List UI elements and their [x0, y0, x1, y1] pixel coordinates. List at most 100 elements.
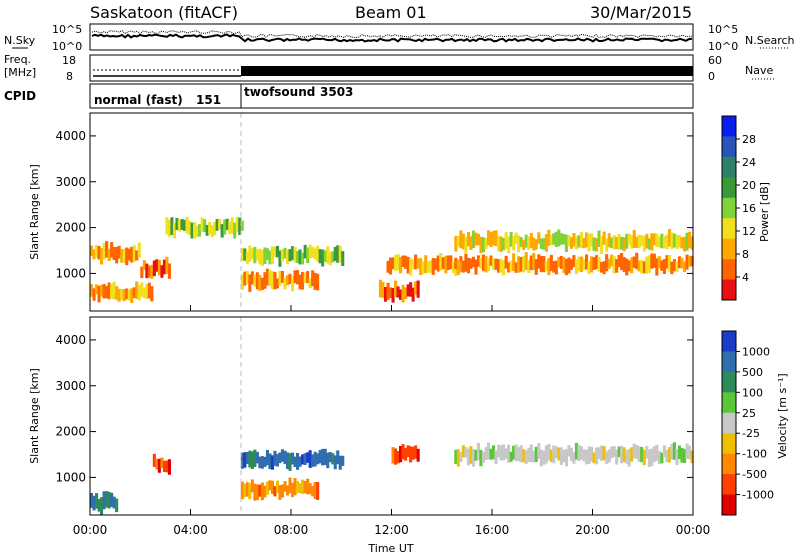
velocity-cell: [414, 445, 418, 459]
power-cell: [572, 255, 576, 267]
power-cell: [559, 233, 563, 245]
velocity-cell: [273, 486, 277, 497]
velocity-colorbar-tick-label: 500: [742, 366, 763, 379]
power-cell: [150, 264, 154, 279]
colorbar-swatch: [722, 433, 736, 455]
power-cell: [554, 260, 558, 275]
power-cell: [280, 249, 284, 262]
velocity-cell: [399, 446, 403, 463]
power-cell: [632, 230, 636, 248]
velocity-cell: [286, 452, 290, 469]
velocity-cell: [265, 449, 269, 466]
power-cell: [620, 253, 624, 271]
power-cell: [688, 231, 692, 249]
power-colorbar-tick-label: 12: [742, 225, 756, 238]
power-cell: [338, 245, 342, 263]
velocity-cell: [283, 481, 287, 492]
power-cell: [630, 235, 634, 249]
power-cell: [507, 236, 511, 254]
power-cell: [127, 248, 131, 261]
velocity-cell: [291, 482, 295, 498]
velocity-cell: [552, 445, 556, 464]
power-cell: [524, 234, 528, 248]
velocity-cell: [547, 444, 551, 461]
power-cell: [240, 274, 244, 290]
power-cell: [484, 237, 488, 249]
velocity-cell: [275, 453, 279, 467]
power-cell: [110, 283, 114, 299]
power-cell: [306, 271, 310, 284]
velocity-cell: [263, 456, 267, 467]
power-cell: [680, 237, 684, 249]
power-cell: [610, 237, 614, 248]
velocity-cell: [258, 456, 262, 469]
velocity-cell: [316, 482, 320, 500]
velocity-cell: [95, 493, 99, 509]
power-cell: [165, 256, 169, 274]
velocity-cell: [278, 485, 282, 500]
power-cell: [522, 239, 526, 250]
power-cell: [612, 235, 616, 250]
velocity-cell: [504, 448, 508, 459]
velocity-cell: [341, 455, 345, 466]
power-cell: [316, 245, 320, 262]
power-cell: [667, 229, 671, 247]
velocity-colorbar-tick-label: -100: [742, 448, 767, 461]
x-tick-label: 00:00: [73, 523, 108, 537]
velocity-cell: [288, 477, 292, 494]
power-cell: [255, 248, 259, 261]
colorbar-swatch: [722, 412, 736, 434]
power-cell: [602, 231, 606, 245]
velocity-cell: [316, 453, 320, 465]
power-cell: [130, 246, 134, 263]
power-cell: [248, 274, 252, 292]
power-cell: [688, 255, 692, 267]
power-cell: [537, 254, 541, 269]
power-cell: [431, 258, 435, 275]
velocity-cell: [595, 447, 599, 465]
power-cell: [112, 281, 116, 300]
power-cell: [95, 284, 99, 295]
velocity-cell: [416, 448, 420, 462]
power-cell: [165, 217, 169, 235]
power-cell: [406, 256, 410, 274]
velocity-cell: [615, 449, 619, 465]
power-cell: [280, 271, 284, 283]
power-cell: [592, 237, 596, 251]
freq-label-1: Freq.: [4, 53, 31, 66]
power-cell: [331, 251, 335, 263]
power-cell: [230, 217, 234, 234]
power-cell: [190, 222, 194, 239]
power-cell: [461, 233, 465, 250]
power-cell: [180, 219, 184, 230]
power-cell: [97, 246, 101, 260]
power-cell: [298, 249, 302, 265]
y-tick-label: 4000: [55, 129, 86, 143]
velocity-cell: [481, 451, 485, 463]
velocity-cell: [532, 450, 536, 463]
power-cell: [306, 247, 310, 264]
velocity-cell: [642, 449, 646, 466]
power-cell: [341, 251, 345, 266]
velocity-cell: [655, 444, 659, 461]
power-cell: [127, 289, 131, 301]
velocity-cell: [336, 450, 340, 465]
power-cell: [446, 255, 450, 270]
velocity-cell: [280, 449, 284, 462]
velocity-cell: [476, 442, 480, 461]
velocity-cell: [260, 482, 264, 501]
power-cell: [527, 236, 531, 250]
velocity-cell: [539, 449, 543, 467]
velocity-cell: [313, 451, 317, 467]
power-cell: [640, 235, 644, 246]
velocity-cell: [479, 449, 483, 467]
velocity-cell: [255, 451, 259, 464]
power-cell: [590, 256, 594, 273]
beam-title: Beam 01: [355, 3, 427, 22]
power-cell: [157, 259, 161, 276]
power-cell: [434, 258, 438, 270]
power-cell: [595, 255, 599, 270]
power-cell: [411, 287, 415, 302]
power-cell: [436, 255, 440, 272]
power-cell: [90, 284, 94, 297]
